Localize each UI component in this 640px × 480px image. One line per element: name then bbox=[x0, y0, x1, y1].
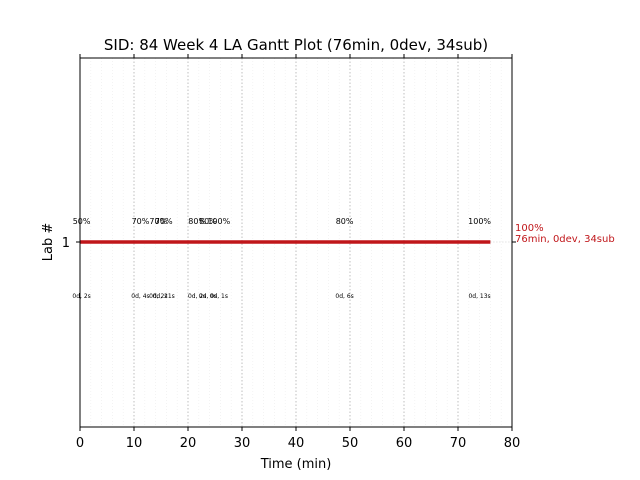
event-percent-label: 80% bbox=[199, 217, 217, 226]
y-axis-ticks: 1 bbox=[62, 236, 516, 251]
end-annotation: 100% 76min, 0dev, 34sub bbox=[515, 223, 615, 245]
x-tick-label: 20 bbox=[180, 436, 197, 451]
x-tick-label: 50 bbox=[342, 436, 359, 451]
event-percent-label: 100% bbox=[207, 217, 230, 226]
end-annotation-status: 100% bbox=[515, 223, 544, 234]
event-percent-label: 50% bbox=[73, 217, 91, 226]
event-detail-label: 0d, 1s bbox=[210, 293, 228, 300]
event-percent-label: 70% bbox=[132, 217, 150, 226]
x-axis-label: Time (min) bbox=[260, 457, 332, 472]
x-tick-label: 80 bbox=[504, 436, 521, 451]
event-percent-label: 70% bbox=[155, 217, 173, 226]
event-detail-label: 0d, 2s bbox=[149, 293, 167, 300]
event-detail-label: 0d, 2s bbox=[188, 293, 206, 300]
chart-title: SID: 84 Week 4 LA Gantt Plot (76min, 0de… bbox=[104, 36, 488, 54]
event-percent-label: 70% bbox=[149, 217, 167, 226]
y-tick-label: 1 bbox=[62, 236, 70, 251]
x-tick-label: 70 bbox=[450, 436, 467, 451]
event-detail-label: 0d, 2s bbox=[72, 293, 90, 300]
end-annotation-summary: 76min, 0dev, 34sub bbox=[515, 234, 615, 245]
event-percent-label: 100% bbox=[468, 217, 491, 226]
event-detail-label: 0d, 4s bbox=[131, 293, 149, 300]
event-percent-label: 80% bbox=[336, 217, 354, 226]
event-percent-label: 80% bbox=[188, 217, 206, 226]
x-tick-label: 30 bbox=[234, 436, 251, 451]
event-labels: 50% 0d, 2s 70% 0d, 4s 70% 0d, 21s 70% 0d, 2s 80%… bbox=[72, 217, 491, 300]
event-detail-label: 0d, 13s bbox=[468, 293, 490, 300]
x-tick-label: 0 bbox=[76, 436, 84, 451]
x-tick-label: 60 bbox=[396, 436, 413, 451]
event-detail-label: 0d, 6s bbox=[335, 293, 353, 300]
y-axis-label: Lab # bbox=[41, 223, 56, 262]
x-tick-label: 40 bbox=[288, 436, 305, 451]
x-tick-label: 10 bbox=[126, 436, 143, 451]
event-detail-label: 0d, 0s bbox=[199, 293, 217, 300]
event-detail-label: 0d, 21s bbox=[153, 293, 175, 300]
x-axis-ticks: 0 10 20 30 40 50 60 70 80 bbox=[76, 54, 520, 451]
